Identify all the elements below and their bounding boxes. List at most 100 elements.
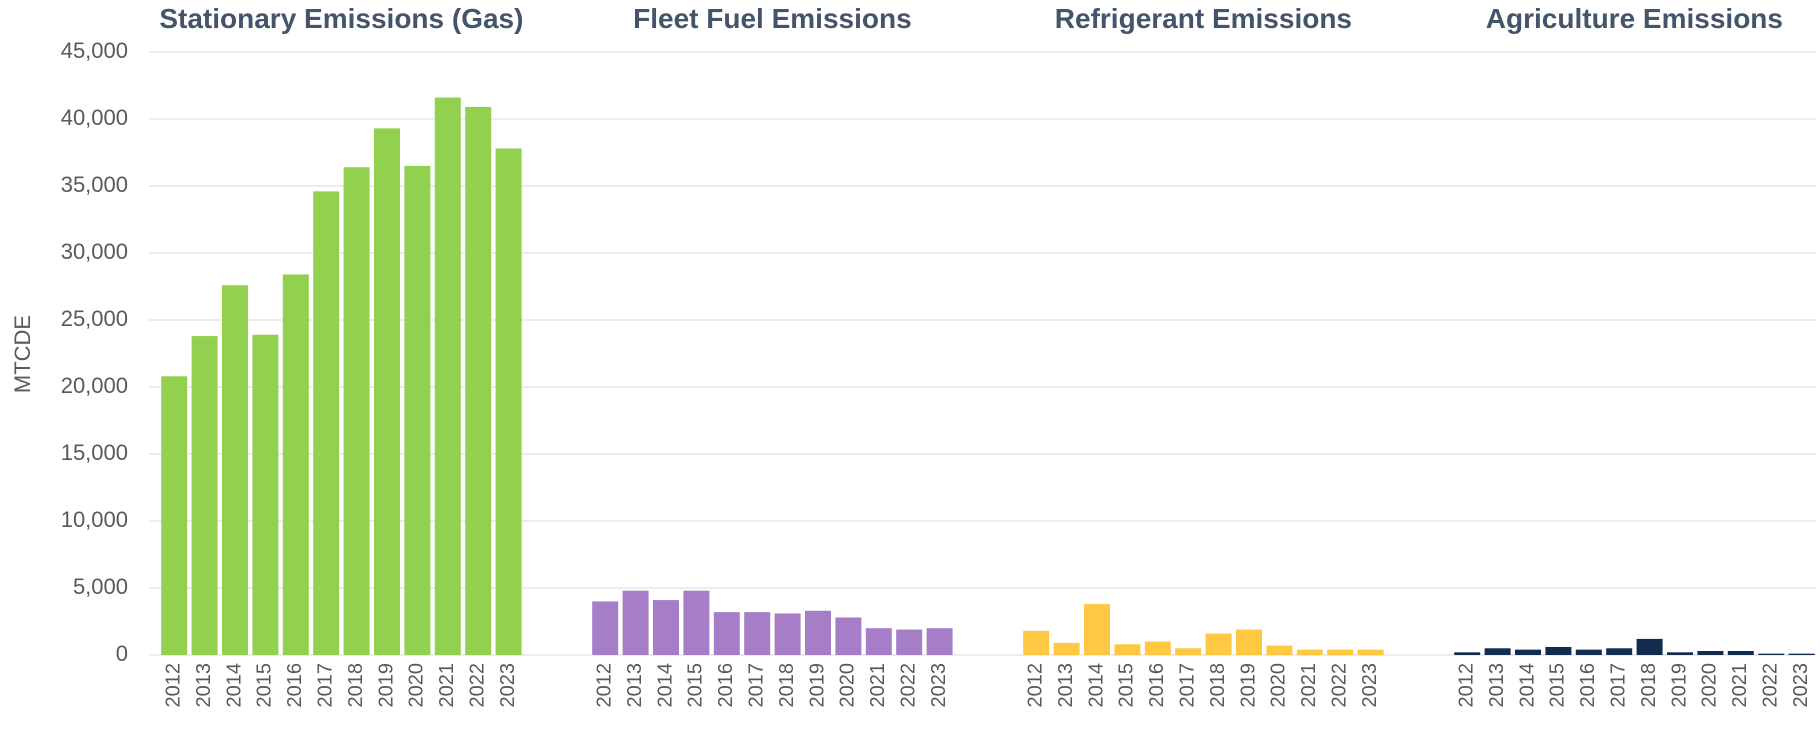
- bar: [343, 167, 370, 656]
- bar: [683, 590, 710, 655]
- x-tick-label: 2016: [1577, 663, 1599, 708]
- bar: [404, 165, 431, 655]
- bar: [835, 617, 862, 655]
- y-axis-label: MTCDE: [10, 315, 35, 393]
- x-tick-label: 2022: [897, 663, 919, 708]
- x-tick-label: 2018: [345, 663, 367, 708]
- x-tick-label: 2017: [314, 663, 336, 708]
- y-tick-label: 10,000: [61, 507, 128, 532]
- y-tick-label: 45,000: [61, 38, 128, 63]
- x-tick-label: 2012: [1024, 663, 1046, 708]
- bar: [374, 128, 400, 655]
- x-tick-label: 2012: [162, 663, 184, 708]
- bar: [1023, 630, 1050, 655]
- x-tick-label: 2016: [715, 663, 737, 708]
- x-tick-label: 2014: [1085, 663, 1107, 708]
- x-tick-label: 2018: [1207, 663, 1229, 708]
- bar: [622, 590, 649, 655]
- x-tick-label: 2015: [1116, 663, 1138, 708]
- bar: [1575, 649, 1602, 655]
- bar: [774, 613, 801, 655]
- bar: [1114, 644, 1141, 655]
- bar: [896, 629, 923, 655]
- y-tick-label: 35,000: [61, 172, 128, 197]
- x-tick-label: 2012: [1455, 663, 1477, 708]
- bar: [1357, 649, 1384, 655]
- x-tick-label: 2023: [1359, 663, 1381, 708]
- x-tick-label: 2018: [1638, 663, 1660, 708]
- x-tick-label: 2020: [837, 663, 859, 708]
- x-tick-label: 2021: [867, 663, 889, 708]
- panel-title: Refrigerant Emissions: [1055, 3, 1352, 34]
- bar: [191, 336, 218, 655]
- x-tick-label: 2017: [1176, 663, 1198, 708]
- x-tick-label: 2020: [1268, 663, 1290, 708]
- bar: [865, 628, 892, 655]
- x-tick-label: 2017: [1607, 663, 1629, 708]
- x-tick-label: 2023: [928, 663, 950, 708]
- bar: [1545, 646, 1572, 655]
- y-tick-label: 20,000: [61, 373, 128, 398]
- x-tick-label: 2013: [193, 663, 215, 708]
- bar: [252, 334, 279, 655]
- x-tick-label: 2019: [1668, 663, 1690, 708]
- bar: [282, 274, 309, 655]
- y-tick-label: 30,000: [61, 239, 128, 264]
- bar: [713, 612, 740, 655]
- x-tick-label: 2023: [1790, 663, 1812, 708]
- x-tick-label: 2013: [1055, 663, 1077, 708]
- x-tick-label: 2022: [466, 663, 488, 708]
- bar: [1667, 652, 1693, 655]
- bar: [1236, 629, 1262, 655]
- bar: [495, 148, 522, 656]
- bar: [465, 106, 492, 655]
- bar: [1484, 648, 1511, 655]
- x-tick-label: 2022: [1759, 663, 1781, 708]
- bar: [805, 610, 831, 655]
- x-tick-label: 2019: [806, 663, 828, 708]
- bar: [1515, 649, 1541, 655]
- panel-title: Fleet Fuel Emissions: [633, 3, 912, 34]
- bar: [1636, 638, 1663, 655]
- bar: [222, 285, 248, 655]
- x-tick-label: 2019: [375, 663, 397, 708]
- panel-title: Stationary Emissions (Gas): [159, 3, 523, 34]
- x-tick-label: 2017: [745, 663, 767, 708]
- bar: [926, 628, 953, 655]
- bar: [1697, 650, 1724, 655]
- y-tick-label: 25,000: [61, 306, 128, 331]
- bar: [1788, 653, 1815, 655]
- bar: [434, 97, 461, 655]
- x-tick-label: 2020: [1699, 663, 1721, 708]
- x-tick-label: 2015: [1547, 663, 1569, 708]
- bar: [1053, 642, 1080, 655]
- x-tick-label: 2012: [593, 663, 615, 708]
- bar: [592, 601, 619, 655]
- bar: [1205, 633, 1232, 655]
- bar: [1727, 650, 1754, 655]
- x-tick-label: 2023: [497, 663, 519, 708]
- x-tick-label: 2015: [254, 663, 276, 708]
- bar: [1296, 649, 1323, 655]
- bar: [161, 376, 188, 655]
- bar: [1606, 648, 1633, 655]
- x-tick-label: 2021: [436, 663, 458, 708]
- bar: [1327, 649, 1354, 655]
- x-tick-label: 2019: [1237, 663, 1259, 708]
- bar: [744, 612, 771, 655]
- bar: [653, 600, 679, 655]
- x-tick-label: 2014: [1516, 663, 1538, 708]
- x-tick-label: 2014: [654, 663, 676, 708]
- x-tick-label: 2016: [1146, 663, 1168, 708]
- x-tick-label: 2021: [1729, 663, 1751, 708]
- y-tick-label: 40,000: [61, 105, 128, 130]
- x-tick-label: 2013: [1486, 663, 1508, 708]
- x-tick-label: 2021: [1298, 663, 1320, 708]
- bar: [1266, 645, 1293, 655]
- x-tick-label: 2018: [776, 663, 798, 708]
- bar: [1454, 652, 1481, 655]
- bar: [1144, 641, 1171, 655]
- x-tick-label: 2020: [406, 663, 428, 708]
- x-tick-label: 2013: [624, 663, 646, 708]
